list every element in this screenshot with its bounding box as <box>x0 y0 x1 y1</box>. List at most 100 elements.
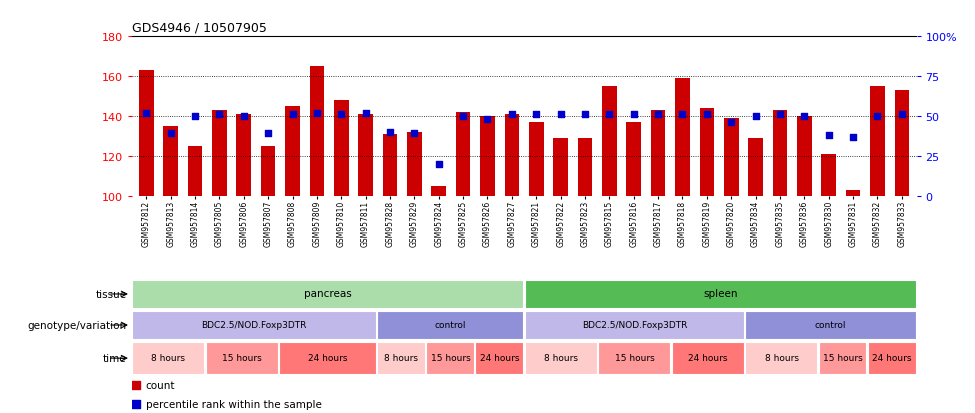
Bar <box>870 87 884 196</box>
Bar <box>845 190 860 196</box>
Bar <box>525 280 916 309</box>
Bar <box>133 280 523 309</box>
Point <box>528 112 544 119</box>
Point <box>797 113 812 120</box>
Bar <box>699 109 714 196</box>
Bar <box>626 123 641 196</box>
Bar <box>206 342 278 375</box>
Bar <box>455 113 470 196</box>
Bar <box>164 127 177 196</box>
Bar <box>577 138 593 196</box>
Bar <box>377 342 425 375</box>
Bar <box>187 147 203 196</box>
Bar <box>213 111 226 196</box>
Point <box>333 112 349 119</box>
Bar <box>723 119 738 196</box>
Point <box>128 401 143 407</box>
Point <box>699 112 715 119</box>
Bar <box>868 342 916 375</box>
Text: 8 hours: 8 hours <box>764 353 799 362</box>
Point <box>602 112 617 119</box>
Text: BDC2.5/NOD.Foxp3DTR: BDC2.5/NOD.Foxp3DTR <box>202 320 307 329</box>
Bar <box>377 311 523 339</box>
Bar <box>772 111 787 196</box>
Bar <box>819 342 867 375</box>
Bar <box>426 342 474 375</box>
Point <box>821 133 837 139</box>
Point <box>480 116 495 123</box>
Point <box>236 113 252 120</box>
Text: 8 hours: 8 hours <box>544 353 578 362</box>
Text: 15 hours: 15 hours <box>222 353 262 362</box>
Bar <box>598 342 670 375</box>
Bar <box>236 115 252 196</box>
Text: pancreas: pancreas <box>304 289 352 299</box>
Point <box>309 110 325 117</box>
Text: genotype/variation: genotype/variation <box>27 320 127 330</box>
Text: BDC2.5/NOD.Foxp3DTR: BDC2.5/NOD.Foxp3DTR <box>582 320 687 329</box>
Text: time: time <box>103 353 127 363</box>
Bar <box>650 111 665 196</box>
Bar <box>894 91 909 196</box>
Point <box>650 112 666 119</box>
Point <box>675 112 690 119</box>
Bar <box>138 71 154 196</box>
Point <box>748 113 763 120</box>
Bar <box>528 123 544 196</box>
Bar <box>603 87 616 196</box>
Bar <box>133 311 376 339</box>
Text: count: count <box>145 380 176 390</box>
Point <box>260 131 276 138</box>
Text: percentile rank within the sample: percentile rank within the sample <box>145 399 322 409</box>
Point <box>285 112 300 119</box>
Point <box>187 113 203 120</box>
Text: 24 hours: 24 hours <box>688 353 727 362</box>
Bar <box>431 186 446 196</box>
Text: spleen: spleen <box>703 289 737 299</box>
Point <box>894 112 910 119</box>
Point <box>407 131 422 138</box>
Bar <box>310 67 324 196</box>
Bar <box>358 115 372 196</box>
Point <box>212 112 227 119</box>
Text: control: control <box>815 320 846 329</box>
Text: GDS4946 / 10507905: GDS4946 / 10507905 <box>132 21 266 35</box>
Text: 24 hours: 24 hours <box>308 353 348 362</box>
Bar <box>525 311 744 339</box>
Text: 24 hours: 24 hours <box>480 353 520 362</box>
Point <box>358 110 373 117</box>
Point <box>870 113 885 120</box>
Bar <box>505 115 519 196</box>
Point <box>577 112 593 119</box>
Text: tissue: tissue <box>96 289 127 299</box>
Bar <box>261 147 275 196</box>
Bar <box>525 342 597 375</box>
Bar <box>797 116 811 196</box>
Bar <box>745 311 916 339</box>
Bar <box>675 79 689 196</box>
Point <box>382 129 398 136</box>
Bar <box>745 342 817 375</box>
Text: 8 hours: 8 hours <box>384 353 418 362</box>
Point <box>626 112 642 119</box>
Bar <box>476 342 523 375</box>
Bar <box>407 133 421 196</box>
Bar <box>748 138 762 196</box>
Text: 15 hours: 15 hours <box>823 353 863 362</box>
Point <box>723 120 739 126</box>
Text: 15 hours: 15 hours <box>431 353 470 362</box>
Bar <box>333 101 349 196</box>
Text: 15 hours: 15 hours <box>614 353 654 362</box>
Bar <box>480 116 494 196</box>
Point <box>504 112 520 119</box>
Text: 8 hours: 8 hours <box>151 353 185 362</box>
Bar <box>821 154 836 196</box>
Bar <box>672 342 744 375</box>
Bar <box>133 342 204 375</box>
Point <box>455 113 471 120</box>
Bar <box>279 342 376 375</box>
Point <box>553 112 568 119</box>
Text: control: control <box>435 320 466 329</box>
Bar <box>382 135 397 196</box>
Point <box>138 110 154 117</box>
